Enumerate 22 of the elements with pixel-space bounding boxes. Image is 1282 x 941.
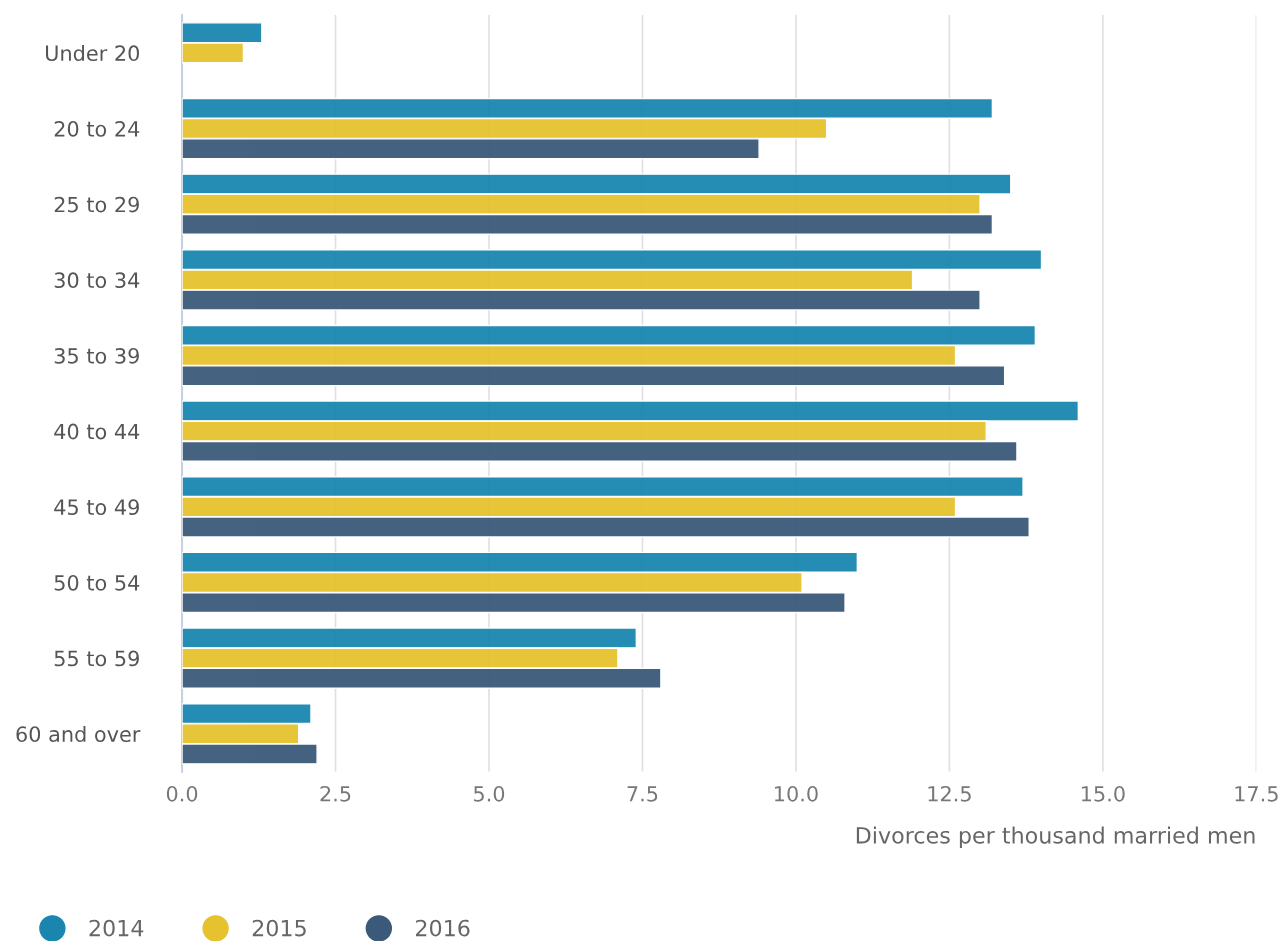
x-axis-title: Divorces per thousand married men [856,826,1255,849]
y-tick-label: 45 to 49 [54,499,139,516]
x-tick-label: 7.5 [627,786,658,802]
x-tick-label: 12.5 [928,785,971,802]
x-tick-label: 2.5 [320,785,351,802]
x-tick-label: 17.5 [1235,786,1278,802]
legend-label: 2014 [89,919,144,937]
x-tick-label: 0.0 [166,785,198,802]
x-tick-label: 5.0 [474,785,505,802]
y-tick-label: 50 to 54 [54,574,140,591]
y-tick-label: 35 to 39 [54,347,139,364]
y-tick-label: 25 to 29 [54,196,139,213]
x-tick-label: 10.0 [775,785,818,802]
x-tick-label: 15.0 [1081,785,1125,802]
y-tick-label: 55 to 59 [54,650,139,667]
legend-label: 2016 [416,919,470,937]
y-tick-label: 20 to 24 [54,120,140,137]
y-tick-label: Under 20 [46,44,139,62]
y-tick-label: 60 and over [16,725,141,742]
y-tick-label: 30 to 34 [54,272,140,289]
y-tick-label: 40 to 44 [54,423,140,440]
legend-label: 2015 [252,919,306,937]
